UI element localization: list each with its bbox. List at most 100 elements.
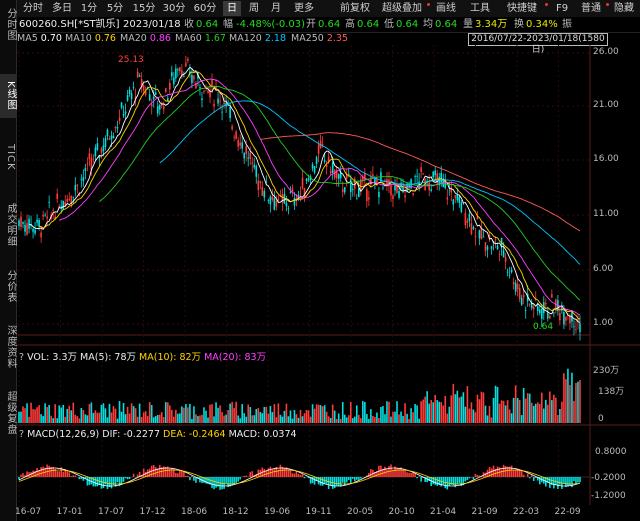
macd-bar xyxy=(74,475,77,477)
volume-bar xyxy=(162,417,165,423)
normal-button[interactable]: 普通 xyxy=(581,3,601,14)
vol-help-icon[interactable]: ? xyxy=(19,352,25,363)
candle-body xyxy=(259,181,262,184)
macd-bar xyxy=(347,477,350,480)
sidebar-item-price-table[interactable]: 分价表 xyxy=(5,269,16,303)
volume-bar xyxy=(358,414,360,423)
macd-help-icon[interactable]: ? xyxy=(19,429,25,440)
macd-bar xyxy=(144,472,147,477)
candle-body xyxy=(34,229,36,234)
volume-bar xyxy=(492,397,495,423)
date-axis-label: 21-04 xyxy=(430,507,457,517)
macd-bar xyxy=(110,477,113,489)
candle-body xyxy=(398,191,400,198)
period-60min[interactable]: 60分 xyxy=(193,3,217,14)
candle-body xyxy=(90,158,93,171)
volume-bar xyxy=(54,404,56,423)
period-daily[interactable]: 日 xyxy=(223,1,241,16)
volume-bar xyxy=(229,403,231,423)
candle-body xyxy=(62,200,65,210)
high-label: 高 xyxy=(345,19,355,30)
candle-body xyxy=(120,102,123,108)
volume-bar xyxy=(32,409,34,423)
date-range-box[interactable]: 2016/07/22-2023/01/18(1580日) xyxy=(468,33,608,55)
volume-bar xyxy=(299,409,302,423)
draw-line-button[interactable]: 画线 xyxy=(436,3,456,14)
shortcut-button[interactable]: 快捷键 xyxy=(507,3,537,14)
adjust-forward-button[interactable]: 前复权 xyxy=(340,3,370,14)
sidebar-item-depth-data[interactable]: 深度资料 xyxy=(5,325,16,369)
candle-body xyxy=(530,302,533,309)
hide-button[interactable]: 隐藏 xyxy=(614,3,634,14)
candle-body xyxy=(28,218,30,229)
macd-bar xyxy=(193,477,195,481)
overlay-button[interactable]: 超级叠加 xyxy=(382,3,422,14)
candle-body xyxy=(162,106,165,110)
macd-bar xyxy=(162,466,165,477)
sidebar-item-tick[interactable]: TICK xyxy=(5,143,16,171)
volume-bar xyxy=(189,403,191,423)
period-1min[interactable]: 1分 xyxy=(80,3,98,14)
tools-button[interactable]: 工具 xyxy=(470,3,490,14)
volume-bar xyxy=(132,406,135,423)
macd-bar xyxy=(283,468,286,477)
candle-body xyxy=(20,216,22,227)
sidebar-item-super-review[interactable]: 超级复盘 xyxy=(5,391,16,435)
volume-bar xyxy=(217,407,219,423)
volume-bar xyxy=(490,417,493,423)
f9-button[interactable]: F9 xyxy=(555,3,569,14)
date-axis-label: 18-12 xyxy=(222,507,249,517)
candle-body xyxy=(470,223,473,234)
candle-body xyxy=(329,170,332,174)
macd-bar xyxy=(72,475,75,477)
candle-body xyxy=(370,177,372,185)
period-multi-day[interactable]: 多日 xyxy=(52,3,72,14)
candle-body xyxy=(70,195,73,205)
volume-bar xyxy=(211,404,213,423)
candle-body xyxy=(243,152,245,159)
period-5min[interactable]: 5分 xyxy=(106,3,124,14)
volume-bar xyxy=(555,397,557,423)
period-monthly[interactable]: 月 xyxy=(271,3,281,14)
volume-bar xyxy=(62,404,65,423)
macd-bar xyxy=(138,471,141,477)
volume-bar xyxy=(339,418,342,423)
macd-bar xyxy=(398,468,400,477)
volume-bar xyxy=(277,403,280,423)
volume-bar xyxy=(356,405,358,423)
candle-body xyxy=(94,147,97,157)
volume-bar xyxy=(255,409,258,423)
macd-bar xyxy=(128,477,131,479)
volume-bar xyxy=(402,415,404,423)
period-weekly[interactable]: 周 xyxy=(249,3,259,14)
period-15min[interactable]: 15分 xyxy=(132,3,156,14)
price-axis-label: 1.00 xyxy=(593,318,614,328)
sidebar-item-kline[interactable]: K线图 xyxy=(0,74,16,118)
volume-bar xyxy=(370,409,372,423)
candle-body xyxy=(448,186,451,188)
volume-bar xyxy=(536,402,539,423)
macd-bar xyxy=(120,477,123,485)
candle-body xyxy=(563,311,565,325)
volume-bar xyxy=(500,400,503,423)
macd-bar xyxy=(319,477,322,486)
candle-body xyxy=(203,91,205,93)
volume-bar xyxy=(171,409,173,423)
volume-bar xyxy=(418,418,420,423)
candle-body xyxy=(490,246,493,249)
candle-body xyxy=(142,85,145,91)
macd-bar xyxy=(205,477,207,484)
sidebar-item-trade-details[interactable]: 成交明细 xyxy=(5,203,16,247)
macd-bar xyxy=(245,475,248,477)
sidebar-item-timeshare[interactable]: 分时图 xyxy=(5,7,16,41)
period-more[interactable]: 更多 xyxy=(294,3,314,14)
volume-bar xyxy=(321,406,324,423)
kline-chart[interactable] xyxy=(17,45,640,521)
period-30min[interactable]: 30分 xyxy=(162,3,186,14)
volume-bar xyxy=(265,406,268,423)
volume-bar xyxy=(160,412,163,423)
period-timeshare[interactable]: 分时 xyxy=(23,3,43,14)
volume-bar xyxy=(195,414,197,423)
candle-body xyxy=(179,67,181,72)
macd-bar xyxy=(189,477,191,481)
